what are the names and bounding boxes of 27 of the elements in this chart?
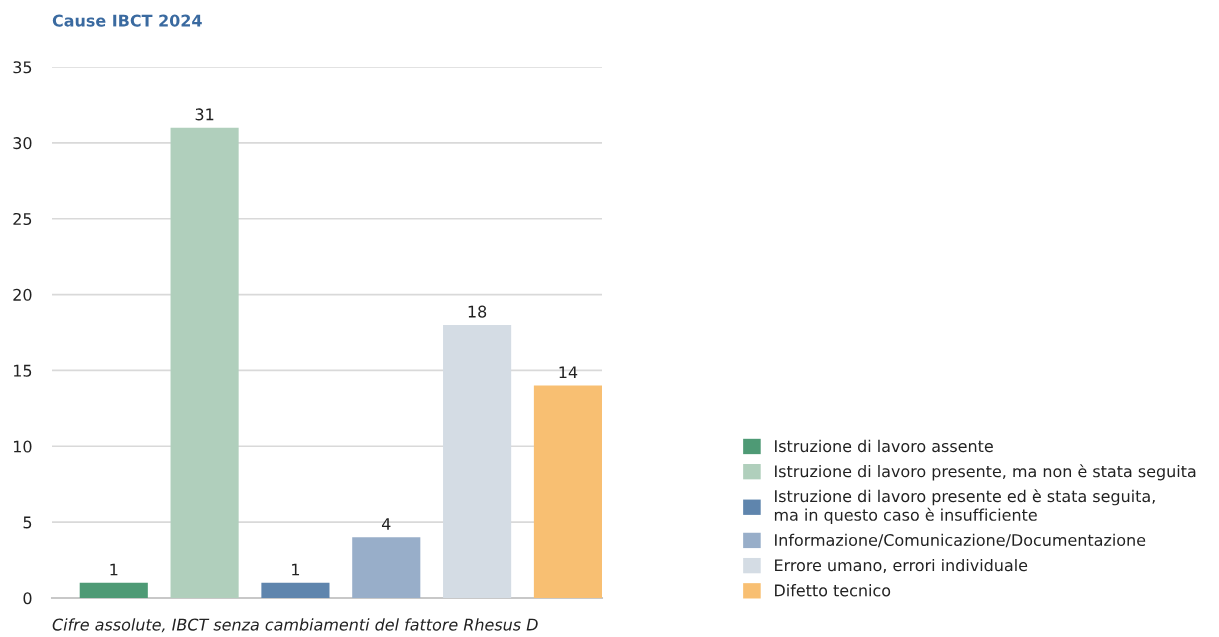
y-tick-label: 15 [13,364,32,377]
bar [79,582,148,598]
y-tick-label: 25 [13,212,32,226]
y-tick-label: 10 [13,440,32,453]
chart-title: Cause IBCT 2024 [52,14,202,27]
bar [533,385,602,598]
y-tick-label: 35 [13,61,32,74]
legend-label: Errore umano, errori individuale [775,558,1028,573]
legend-label: Difetto tecnico [775,584,891,597]
legend-label: Istruzione di lavoro presente, ma non è stata seguita [775,464,1196,481]
legend-label: Istruzione di lavoro assente [775,439,993,453]
data-label: 14 [559,366,578,379]
legend-label: Istruzione di lavoro presente ed è stata seguita, ma in questo caso è insufficiente [774,489,1155,524]
legend-label: Informazione/Comunicazione/Documentazione [775,533,1146,548]
bar [170,127,239,598]
y-tick-label: 30 [13,137,32,150]
data-label: 31 [195,108,214,121]
y-tick-label: 5 [23,516,32,529]
data-label: 1 [292,563,300,576]
text: Cifre assolute, IBCT senza cambiamenti del fattore Rhesus D [52,618,538,633]
data-label: 1 [110,563,118,576]
y-tick-label: 20 [13,288,32,301]
y-tick-label: 0 [23,592,32,605]
data-label: 18 [468,305,487,318]
bar [352,537,421,598]
bar [261,582,330,598]
data-label: 4 [381,518,391,530]
